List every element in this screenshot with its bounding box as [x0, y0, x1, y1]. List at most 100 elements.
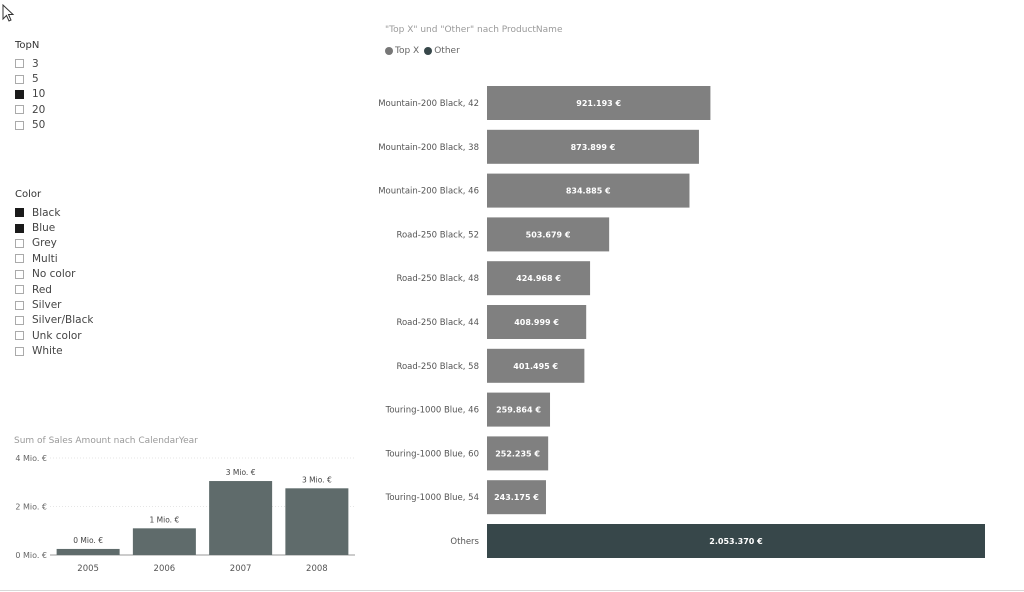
bar[interactable]	[487, 348, 585, 383]
checkbox-icon[interactable]	[15, 285, 24, 295]
legend-label: Other	[434, 46, 460, 56]
data-label: 401.495 €	[513, 362, 558, 371]
mouse-cursor-icon	[2, 4, 15, 22]
topn-slicer: TopN 3 5 10 20 50	[15, 40, 45, 133]
category-label: Mountain-200 Black, 38	[378, 143, 479, 153]
color-option[interactable]: Multi	[15, 251, 93, 266]
category-label: Others	[450, 537, 479, 547]
topn-option[interactable]: 20	[15, 102, 45, 117]
bar[interactable]	[487, 86, 711, 120]
category-label: Touring-1000 Blue, 60	[385, 449, 479, 459]
category-label: Touring-1000 Blue, 46	[385, 406, 479, 416]
data-label: 243.175 €	[494, 493, 539, 502]
category-label: Road-250 Black, 52	[396, 230, 479, 240]
color-option[interactable]: Black	[15, 205, 93, 220]
legend-dot-icon	[424, 47, 433, 55]
divider	[0, 590, 1024, 591]
checkbox-icon[interactable]	[15, 89, 24, 99]
topn-option[interactable]: 5	[15, 71, 45, 86]
topn-option[interactable]: 3	[15, 56, 45, 71]
product-bar-chart: Mountain-200 Black, 42 921.193 € Mountain-…	[378, 86, 985, 558]
topn-option-label: 10	[32, 88, 46, 101]
color-option-label: Unk color	[32, 329, 82, 342]
color-option-label: No color	[32, 268, 76, 281]
checkbox-icon[interactable]	[15, 208, 24, 218]
legend-label: Top X	[395, 46, 420, 56]
x-tick-label: 2005	[77, 564, 99, 574]
topn-option[interactable]: 50	[15, 118, 45, 133]
color-option-label: Blue	[32, 222, 56, 235]
color-option[interactable]: Silver/Black	[15, 313, 93, 328]
checkbox-icon[interactable]	[15, 120, 24, 130]
bar[interactable]	[487, 305, 587, 339]
color-option-label: Grey	[32, 237, 57, 250]
bar[interactable]	[487, 480, 546, 515]
checkbox-icon[interactable]	[15, 59, 24, 69]
checkbox-icon[interactable]	[15, 331, 24, 341]
column[interactable]	[56, 548, 120, 555]
bar[interactable]	[487, 392, 551, 427]
checkbox-icon[interactable]	[15, 238, 24, 248]
color-option[interactable]: Unk color	[15, 328, 93, 343]
checkbox-icon[interactable]	[15, 346, 24, 356]
data-label: 408.999 €	[514, 318, 559, 327]
color-option-label: White	[32, 345, 63, 358]
bar[interactable]	[487, 261, 591, 296]
color-option-label: Silver	[32, 299, 62, 312]
topn-slicer-title: TopN	[15, 40, 40, 51]
color-option[interactable]: Grey	[15, 236, 93, 251]
color-option-label: Red	[32, 283, 52, 296]
color-slicer: Color Black Blue Grey Multi No color Red Silve…	[15, 189, 93, 363]
checkbox-icon[interactable]	[15, 223, 24, 233]
data-label: 3 Mio. €	[226, 468, 256, 477]
legend-dot-icon	[385, 47, 393, 55]
data-label: 1 Mio. €	[150, 515, 180, 524]
topn-option[interactable]: 10	[15, 87, 45, 102]
checkbox-icon[interactable]	[15, 300, 24, 310]
color-option[interactable]: Red	[15, 282, 93, 297]
checkbox-icon[interactable]	[15, 105, 24, 115]
product-chart-legend: Top X Other	[385, 46, 465, 56]
column[interactable]	[285, 488, 349, 555]
data-label: 3 Mio. €	[302, 475, 332, 484]
column[interactable]	[132, 528, 196, 555]
category-label: Road-250 Black, 44	[396, 318, 479, 328]
bar[interactable]	[487, 217, 610, 252]
x-tick-label: 2006	[154, 564, 176, 574]
y-tick-label: 4 Mio. €	[15, 454, 47, 463]
data-label: 2.053.370 €	[709, 537, 763, 546]
category-label: Mountain-200 Black, 46	[378, 187, 479, 197]
checkbox-icon[interactable]	[15, 269, 24, 279]
bar[interactable]	[487, 129, 699, 164]
column[interactable]	[209, 481, 273, 555]
y-tick-label: 0 Mio. €	[15, 551, 47, 560]
checkbox-icon[interactable]	[15, 254, 24, 264]
category-label: Mountain-200 Black, 42	[378, 99, 479, 109]
legend-item-other[interactable]: Other	[424, 46, 460, 56]
x-tick-label: 2008	[306, 564, 328, 574]
topn-option-label: 50	[32, 119, 46, 132]
legend-item-top-x[interactable]: Top X	[385, 46, 419, 56]
color-options[interactable]: Black Blue Grey Multi No color Red Silver Silve…	[15, 205, 93, 363]
color-slicer-title: Color	[15, 189, 42, 200]
category-label: Touring-1000 Blue, 54	[385, 493, 479, 503]
color-option-label: Multi	[32, 252, 58, 265]
checkbox-icon[interactable]	[15, 315, 24, 325]
color-option[interactable]: Blue	[15, 220, 93, 235]
data-label: 259.864 €	[496, 406, 541, 415]
bar[interactable]	[487, 524, 985, 558]
topn-option-label: 3	[32, 57, 39, 70]
bar[interactable]	[487, 173, 690, 208]
checkbox-icon[interactable]	[15, 74, 24, 84]
color-option[interactable]: No color	[15, 267, 93, 282]
data-label: 252.235 €	[495, 449, 540, 458]
bar[interactable]	[487, 436, 549, 471]
year-chart-title: Sum of Sales Amount nach CalendarYear	[14, 436, 198, 446]
color-option-label: Black	[32, 206, 61, 219]
color-option[interactable]: White	[15, 344, 93, 359]
topn-option-label: 20	[32, 103, 46, 116]
color-option[interactable]: Silver	[15, 297, 93, 312]
data-label: 424.968 €	[516, 274, 561, 283]
topn-option-label: 5	[32, 73, 39, 86]
data-label: 834.885 €	[566, 187, 611, 196]
